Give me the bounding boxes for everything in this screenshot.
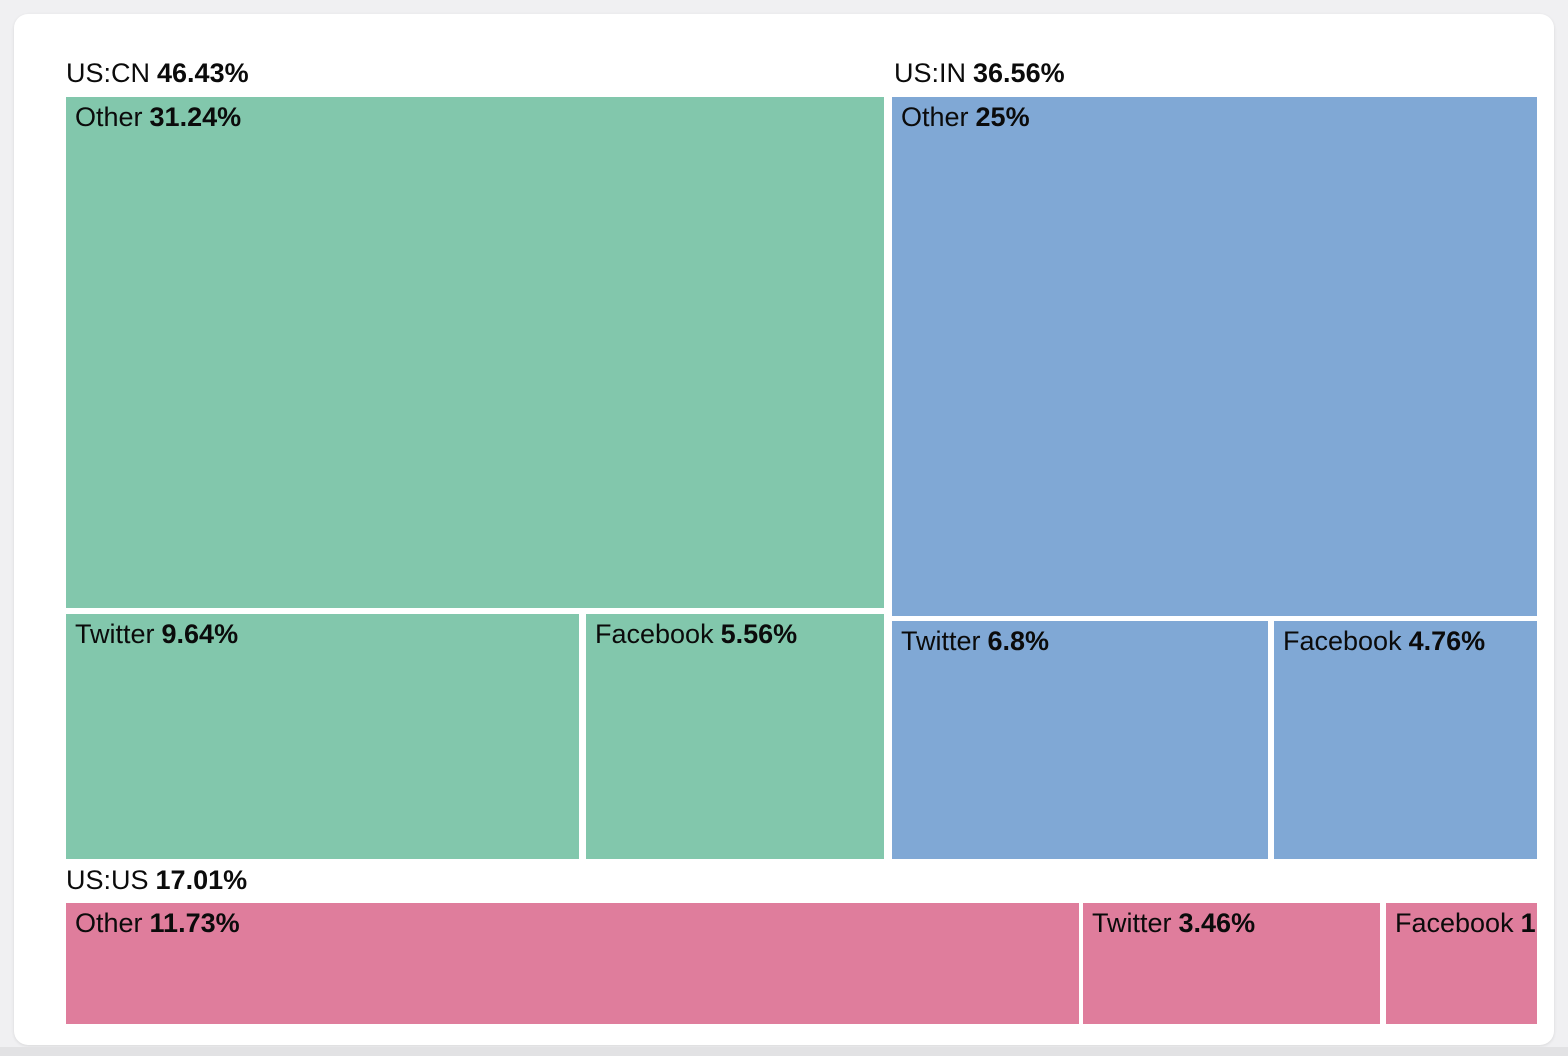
treemap-cell-us-us-facebook[interactable]: Facebook 1.81% [1386,903,1537,1024]
group-name: US:CN [66,58,151,88]
cell-value: 11.73% [149,908,240,938]
treemap-cell-us-cn-other[interactable]: Other 31.24% [66,97,884,608]
treemap-cell-us-us-twitter[interactable]: Twitter 3.46% [1083,903,1380,1024]
cell-name: Other [75,908,143,938]
treemap-cell-us-in-other[interactable]: Other 25% [892,97,1537,616]
treemap-group-header-us-in: US:IN 36.56% [894,58,1065,89]
cell-name: Facebook [1283,626,1402,656]
cell-name: Other [75,102,143,132]
group-value: 17.01% [155,865,248,895]
cell-value: 25% [975,102,1030,132]
group-value: 46.43% [157,58,249,88]
cell-value: 31.24% [149,102,242,132]
cell-value: 1.81% [1520,908,1537,938]
cell-value: 6.8% [987,626,1050,656]
cell-name: Facebook [1395,908,1514,938]
cell-name: Facebook [595,619,714,649]
cell-name: Twitter [1092,908,1172,938]
treemap-cell-us-cn-facebook[interactable]: Facebook 5.56% [586,614,884,859]
treemap-card: US:CN 46.43% Other 31.24% Twitter 9.64% Fac… [14,14,1554,1045]
cell-value: 9.64% [161,619,239,649]
cell-value: 4.76% [1408,626,1486,656]
treemap-cell-us-us-other[interactable]: Other 11.73% [66,903,1079,1024]
cell-value: 5.56% [720,619,798,649]
cell-name: Other [901,102,969,132]
cell-name: Twitter [75,619,155,649]
treemap-group-header-us-cn: US:CN 46.43% [66,58,249,89]
treemap-group-header-us-us: US:US 17.01% [66,865,247,896]
page-bottom-strip [0,1047,1568,1056]
treemap-cell-us-in-twitter[interactable]: Twitter 6.8% [892,621,1268,859]
cell-value: 3.46% [1178,908,1256,938]
cell-name: Twitter [901,626,981,656]
group-name: US:US [66,865,149,895]
treemap-cell-us-in-facebook[interactable]: Facebook 4.76% [1274,621,1537,859]
group-value: 36.56% [973,58,1065,88]
group-name: US:IN [894,58,967,88]
treemap-cell-us-cn-twitter[interactable]: Twitter 9.64% [66,614,579,859]
